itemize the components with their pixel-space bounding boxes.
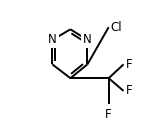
Text: Cl: Cl [111, 21, 122, 34]
Text: N: N [83, 33, 92, 47]
Text: F: F [126, 58, 132, 71]
Text: N: N [48, 33, 57, 47]
Text: F: F [105, 108, 112, 121]
Text: F: F [126, 84, 132, 97]
